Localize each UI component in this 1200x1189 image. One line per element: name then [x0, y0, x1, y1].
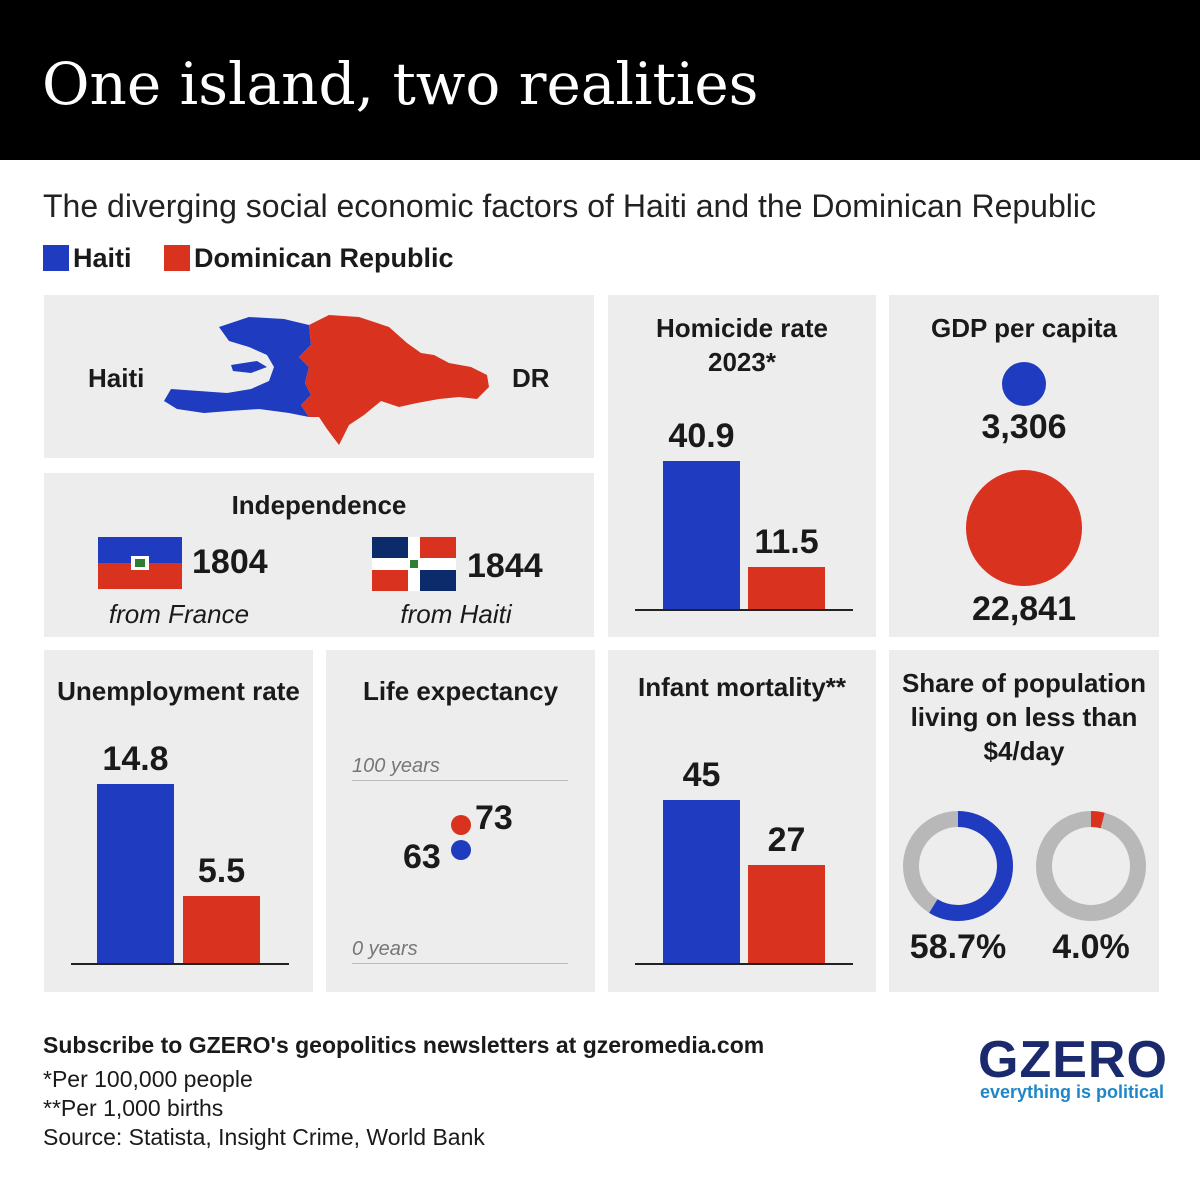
gonave-island	[231, 361, 267, 373]
homicide-panel: Homicide rate 2023*	[608, 295, 876, 637]
gzero-logo: GZERO	[978, 1031, 1168, 1089]
poverty-value-dr: 4.0%	[1052, 928, 1130, 966]
footnote-homicide: *Per 100,000 people	[43, 1066, 253, 1092]
unemployment-bar-haiti	[97, 784, 174, 963]
infant-bar-dr	[748, 865, 825, 963]
homicide-baseline	[635, 609, 853, 611]
haiti-independence-year: 1804	[192, 543, 268, 581]
haiti-independence-from: from France	[108, 599, 250, 629]
poverty-donut-segment-haiti	[903, 811, 1013, 921]
footnote-infant: **Per 1,000 births	[43, 1095, 224, 1121]
unemployment-panel: Unemployment rate	[44, 650, 313, 992]
source-text: Source: Statista, Insight Crime, World B…	[43, 1124, 485, 1150]
homicide-title: Homicide rate 2023*	[656, 313, 828, 377]
header-band	[0, 0, 1200, 160]
subscribe-text: Subscribe to GZERO's geopolitics newslet…	[43, 1032, 765, 1058]
poverty-donut-segment-dr	[1036, 811, 1146, 921]
legend-swatch-dr	[164, 245, 190, 271]
unemployment-bar-dr	[183, 896, 260, 963]
dr-flag-icon	[372, 537, 456, 591]
poverty-donut-haiti	[903, 811, 1013, 921]
gdp-title: GDP per capita	[931, 313, 1117, 343]
life-tick-bottom: 0 years	[352, 938, 418, 960]
gdp-value-dr: 22,841	[972, 590, 1076, 628]
infant-baseline	[635, 963, 853, 965]
life-value-dr: 73	[475, 799, 513, 838]
legend-item-dr: Dominican Republic	[164, 242, 454, 273]
island-map	[164, 315, 489, 445]
life-tick-top: 100 years	[352, 755, 440, 777]
life-value-haiti: 63	[403, 837, 441, 876]
page-subtitle: The diverging social economic factors of…	[43, 188, 1096, 224]
dr-independence-year: 1844	[467, 547, 543, 585]
poverty-value-haiti: 58.7%	[909, 928, 1007, 966]
life-gridline-bottom	[352, 963, 568, 964]
gdp-bubble-haiti	[1001, 362, 1047, 407]
gdp-bubble-dr	[966, 470, 1082, 586]
infant-value-haiti: 45	[682, 756, 721, 794]
map-panel: Haiti DR	[44, 295, 594, 458]
homicide-bar-dr	[748, 567, 825, 609]
infant-title: Infant mortality**	[637, 672, 847, 702]
independence-panel: Independence 1804 from France 1844 from …	[44, 473, 594, 637]
unemployment-title: Unemployment rate	[57, 676, 300, 706]
life-title: Life expectancy	[362, 676, 559, 706]
homicide-value-dr: 11.5	[754, 523, 819, 562]
life-gridline-top	[352, 780, 568, 781]
infant-panel: Infant mortality**	[608, 650, 876, 992]
unemployment-value-dr: 5.5	[197, 852, 246, 891]
life-panel: Life expectancy	[326, 650, 595, 992]
poverty-donut-dr	[1036, 811, 1146, 921]
haiti-flag-icon	[98, 537, 182, 589]
independence-title: Independence	[231, 490, 407, 520]
life-dot-dr	[451, 815, 471, 836]
infant-bar-haiti	[663, 800, 740, 963]
homicide-bar-haiti	[663, 461, 740, 609]
unemployment-baseline	[71, 963, 289, 965]
poverty-title: Share of population living on less than …	[901, 668, 1147, 766]
map-label-haiti: Haiti	[88, 363, 145, 393]
dr-independence-from: from Haiti	[400, 599, 512, 629]
haiti-territory	[164, 317, 311, 417]
homicide-value-haiti: 40.9	[668, 417, 735, 455]
legend-label-dr: Dominican Republic	[194, 242, 454, 273]
gzero-tagline: everything is political	[980, 1082, 1165, 1102]
unemployment-value-haiti: 14.8	[102, 740, 169, 778]
infant-value-dr: 27	[767, 821, 806, 860]
map-label-dr: DR	[512, 363, 550, 393]
legend-label-haiti: Haiti	[73, 242, 132, 273]
poverty-donut-track	[1036, 811, 1146, 921]
legend-swatch-haiti	[43, 245, 69, 271]
legend-item-haiti: Haiti	[43, 242, 132, 273]
dr-territory	[299, 315, 489, 445]
life-dot-haiti	[451, 839, 471, 860]
gdp-value-haiti: 3,306	[981, 408, 1067, 446]
page-title: One island, two realities	[42, 50, 759, 118]
